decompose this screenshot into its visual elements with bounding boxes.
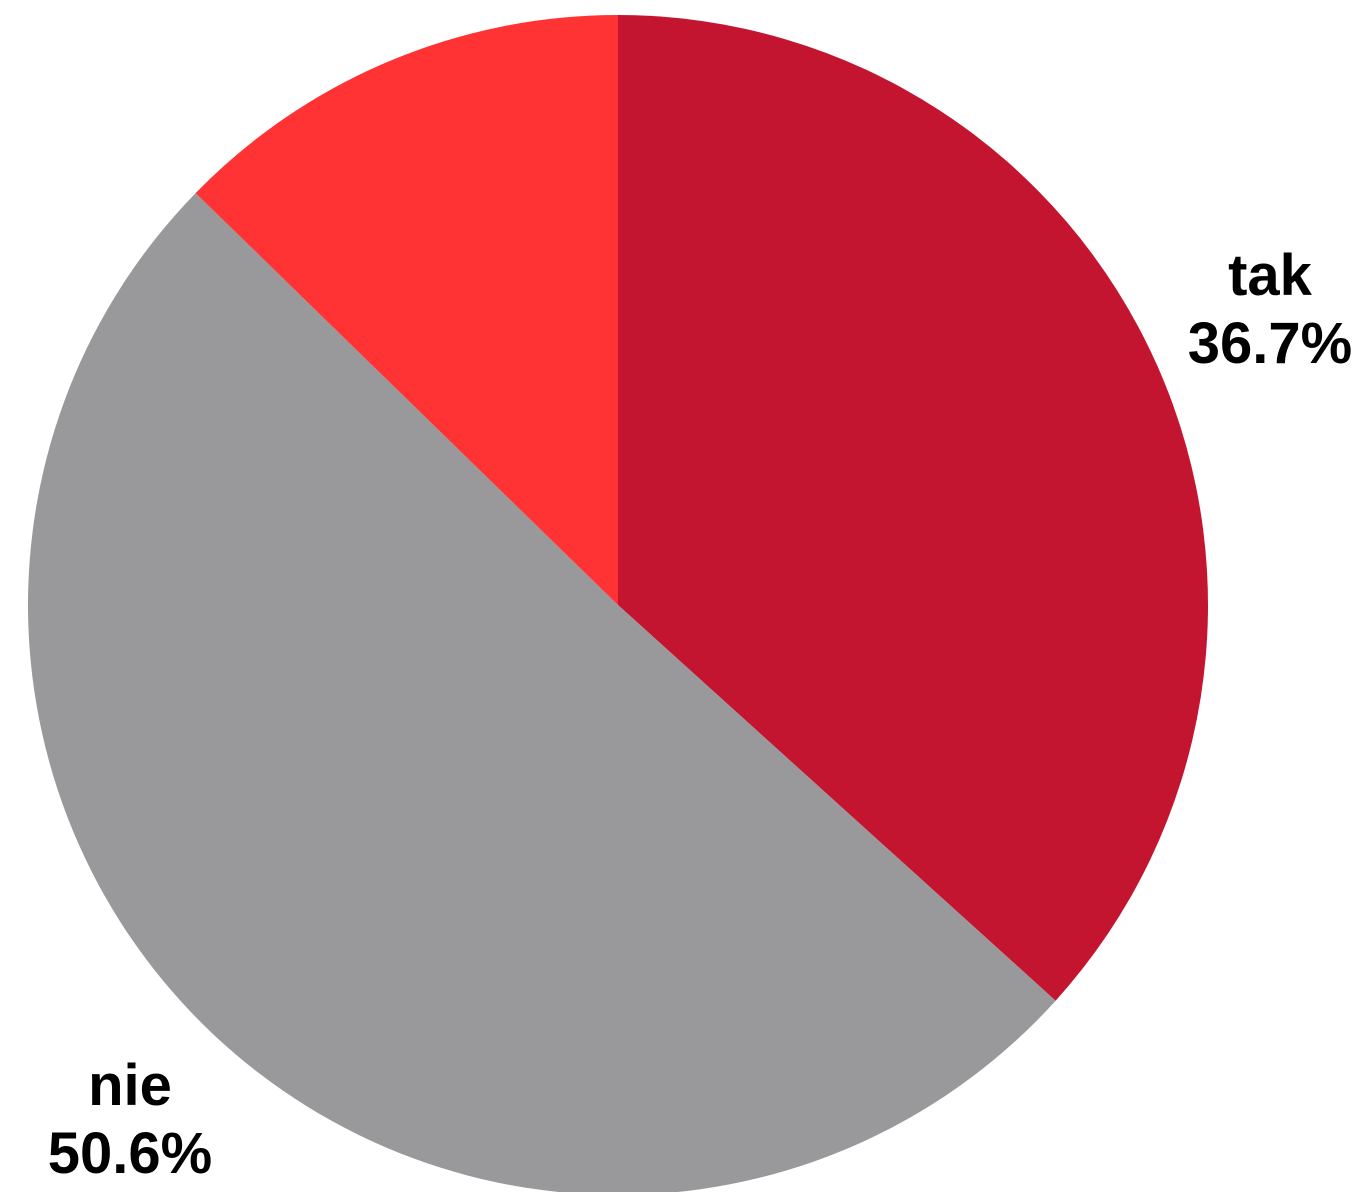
pie-slice-slice-2 [195, 15, 618, 605]
pie-slice-nie [28, 193, 1056, 1192]
slice-label-tak: tak 36.7% [1160, 242, 1369, 378]
slice-label-tak-value: 36.7% [1187, 311, 1353, 376]
slice-label-tak-name: tak [1228, 243, 1312, 308]
slice-label-nie: nie 50.6% [20, 1052, 240, 1188]
slice-label-nie-name: nie [88, 1053, 172, 1118]
slice-label-nie-value: 50.6% [47, 1121, 213, 1186]
pie-slices [28, 15, 1209, 1192]
pie-slice-tak [618, 15, 1209, 1001]
